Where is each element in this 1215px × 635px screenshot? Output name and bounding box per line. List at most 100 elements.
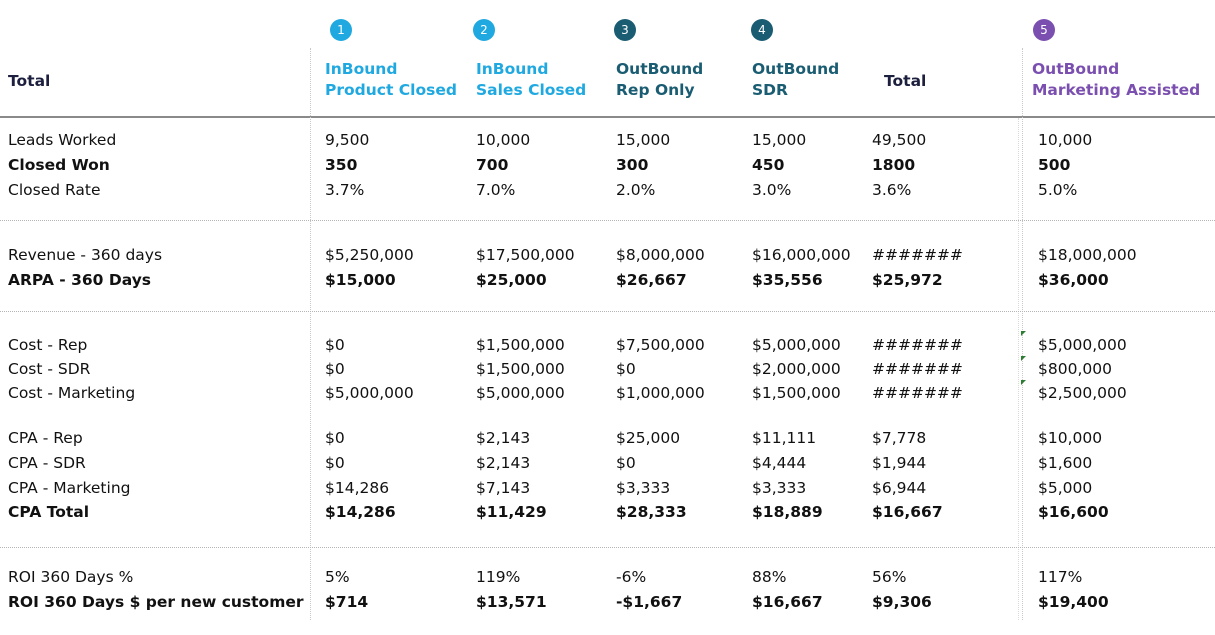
table-cell[interactable]: $19,400 [1038,593,1109,611]
table-cell[interactable]: $1,500,000 [476,336,565,354]
row-label[interactable]: CPA - SDR [8,454,86,472]
table-cell[interactable]: $9,306 [872,593,932,611]
table-cell[interactable]: $1,600 [1038,454,1093,472]
table-cell[interactable]: 3.0% [752,181,792,199]
table-cell[interactable]: $2,143 [476,454,531,472]
row-label[interactable]: ARPA - 360 Days [8,271,152,289]
row-label[interactable]: CPA - Marketing [8,479,131,497]
table-cell[interactable]: $18,889 [752,503,823,521]
table-cell[interactable]: $0 [325,429,345,447]
row-label[interactable]: Cost - Marketing [8,384,136,402]
table-cell[interactable]: $7,143 [476,479,531,497]
table-cell[interactable]: -$1,667 [616,593,683,611]
table-cell[interactable]: $25,000 [616,429,681,447]
table-cell[interactable]: $0 [325,454,345,472]
table-cell[interactable]: $3,333 [752,479,807,497]
table-cell[interactable]: 300 [616,156,649,174]
table-cell[interactable]: $16,000,000 [752,246,851,264]
table-cell[interactable]: $14,286 [325,479,390,497]
table-cell[interactable]: $5,000,000 [752,336,841,354]
table-cell[interactable]: $5,000,000 [476,384,565,402]
table-cell[interactable]: $1,000,000 [616,384,705,402]
table-cell[interactable]: 56% [872,568,907,586]
table-cell[interactable]: $5,000 [1038,479,1093,497]
table-cell[interactable]: 5% [325,568,350,586]
table-cell[interactable]: $16,667 [872,503,943,521]
table-cell[interactable]: $0 [616,360,636,378]
table-cell[interactable]: 5.0% [1038,181,1078,199]
table-cell[interactable]: $714 [325,593,369,611]
table-cell[interactable]: 3.6% [872,181,912,199]
row-label[interactable]: ROI 360 Days % [8,568,134,586]
table-cell[interactable]: $7,500,000 [616,336,705,354]
table-cell[interactable]: $4,444 [752,454,807,472]
table-cell[interactable]: 15,000 [616,131,671,149]
table-cell[interactable]: $16,600 [1038,503,1109,521]
table-cell[interactable]: 10,000 [476,131,531,149]
table-cell[interactable]: $8,000,000 [616,246,705,264]
table-cell[interactable]: $5,000,000 [325,384,414,402]
table-cell[interactable]: 117% [1038,568,1083,586]
table-cell[interactable]: $11,429 [476,503,547,521]
table-cell[interactable]: 450 [752,156,785,174]
table-cell[interactable]: $28,333 [616,503,687,521]
row-label[interactable]: Leads Worked [8,131,117,149]
cell-comment-indicator-icon[interactable] [1021,331,1026,336]
table-cell[interactable]: 10,000 [1038,131,1093,149]
table-cell[interactable]: $2,000,000 [752,360,841,378]
table-cell[interactable]: 1800 [872,156,916,174]
table-cell[interactable]: 9,500 [325,131,370,149]
row-label[interactable]: Cost - SDR [8,360,91,378]
table-cell[interactable]: ####### [872,360,963,378]
table-cell[interactable]: $2,143 [476,429,531,447]
table-cell[interactable]: 500 [1038,156,1071,174]
table-cell[interactable]: $1,944 [872,454,927,472]
table-cell[interactable]: 2.0% [616,181,656,199]
table-cell[interactable]: $10,000 [1038,429,1103,447]
table-cell[interactable]: $36,000 [1038,271,1109,289]
table-cell[interactable]: ####### [872,246,963,264]
table-cell[interactable]: $18,000,000 [1038,246,1137,264]
table-cell[interactable]: $16,667 [752,593,823,611]
table-cell[interactable]: 700 [476,156,509,174]
table-cell[interactable]: ####### [872,336,963,354]
row-label[interactable]: CPA Total [8,503,90,521]
table-cell[interactable]: $14,286 [325,503,396,521]
table-cell[interactable]: 49,500 [872,131,927,149]
table-cell[interactable]: $7,778 [872,429,927,447]
table-cell[interactable]: $15,000 [325,271,396,289]
cell-comment-indicator-icon[interactable] [1021,380,1026,385]
table-cell[interactable]: $11,111 [752,429,817,447]
table-cell[interactable]: $0 [325,336,345,354]
row-label[interactable]: Closed Rate [8,181,101,199]
table-cell[interactable]: $5,000,000 [1038,336,1127,354]
row-label[interactable]: Revenue - 360 days [8,246,163,264]
table-cell[interactable]: $25,000 [476,271,547,289]
table-cell[interactable]: $1,500,000 [752,384,841,402]
table-cell[interactable]: $2,500,000 [1038,384,1127,402]
table-cell[interactable]: -6% [616,568,647,586]
table-cell[interactable]: 7.0% [476,181,516,199]
table-cell[interactable]: $1,500,000 [476,360,565,378]
table-cell[interactable]: 3.7% [325,181,365,199]
table-cell[interactable]: $6,944 [872,479,927,497]
table-cell[interactable]: $17,500,000 [476,246,575,264]
table-cell[interactable]: $5,250,000 [325,246,414,264]
table-cell[interactable]: 15,000 [752,131,807,149]
row-label[interactable]: Closed Won [8,156,110,174]
row-label[interactable]: ROI 360 Days $ per new customer [8,593,304,611]
table-cell[interactable]: 119% [476,568,521,586]
table-cell[interactable]: $0 [616,454,636,472]
table-cell[interactable]: $0 [325,360,345,378]
table-cell[interactable]: $26,667 [616,271,687,289]
table-cell[interactable]: $35,556 [752,271,823,289]
table-cell[interactable]: 350 [325,156,358,174]
row-label[interactable]: CPA - Rep [8,429,83,447]
table-cell[interactable]: $800,000 [1038,360,1112,378]
table-cell[interactable]: $3,333 [616,479,671,497]
table-cell[interactable]: $13,571 [476,593,547,611]
cell-comment-indicator-icon[interactable] [1021,356,1026,361]
table-cell[interactable]: 88% [752,568,787,586]
table-cell[interactable]: ####### [872,384,963,402]
table-cell[interactable]: $25,972 [872,271,943,289]
